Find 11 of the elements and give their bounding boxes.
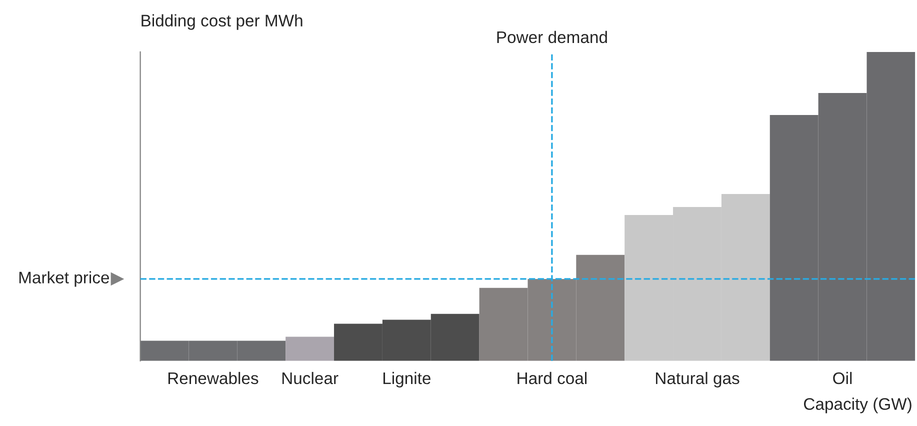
x-tick-label: Lignite [383,372,430,388]
x-tick-label: Oil [833,372,852,384]
x-tick-label: Nuclear [282,372,338,384]
x-tick-label: Natural gas [656,372,740,388]
x-axis-title: Capacity (GW) [804,398,912,414]
x-tick-label: Renewables [168,372,258,384]
y-axis-title: Bidding cost per MWh [142,14,302,30]
x-tick-label: Hard coal [518,372,586,384]
ref-line-label: Power demand [497,30,607,44]
bar [286,336,334,361]
ref-line-label: Market price [19,271,110,287]
